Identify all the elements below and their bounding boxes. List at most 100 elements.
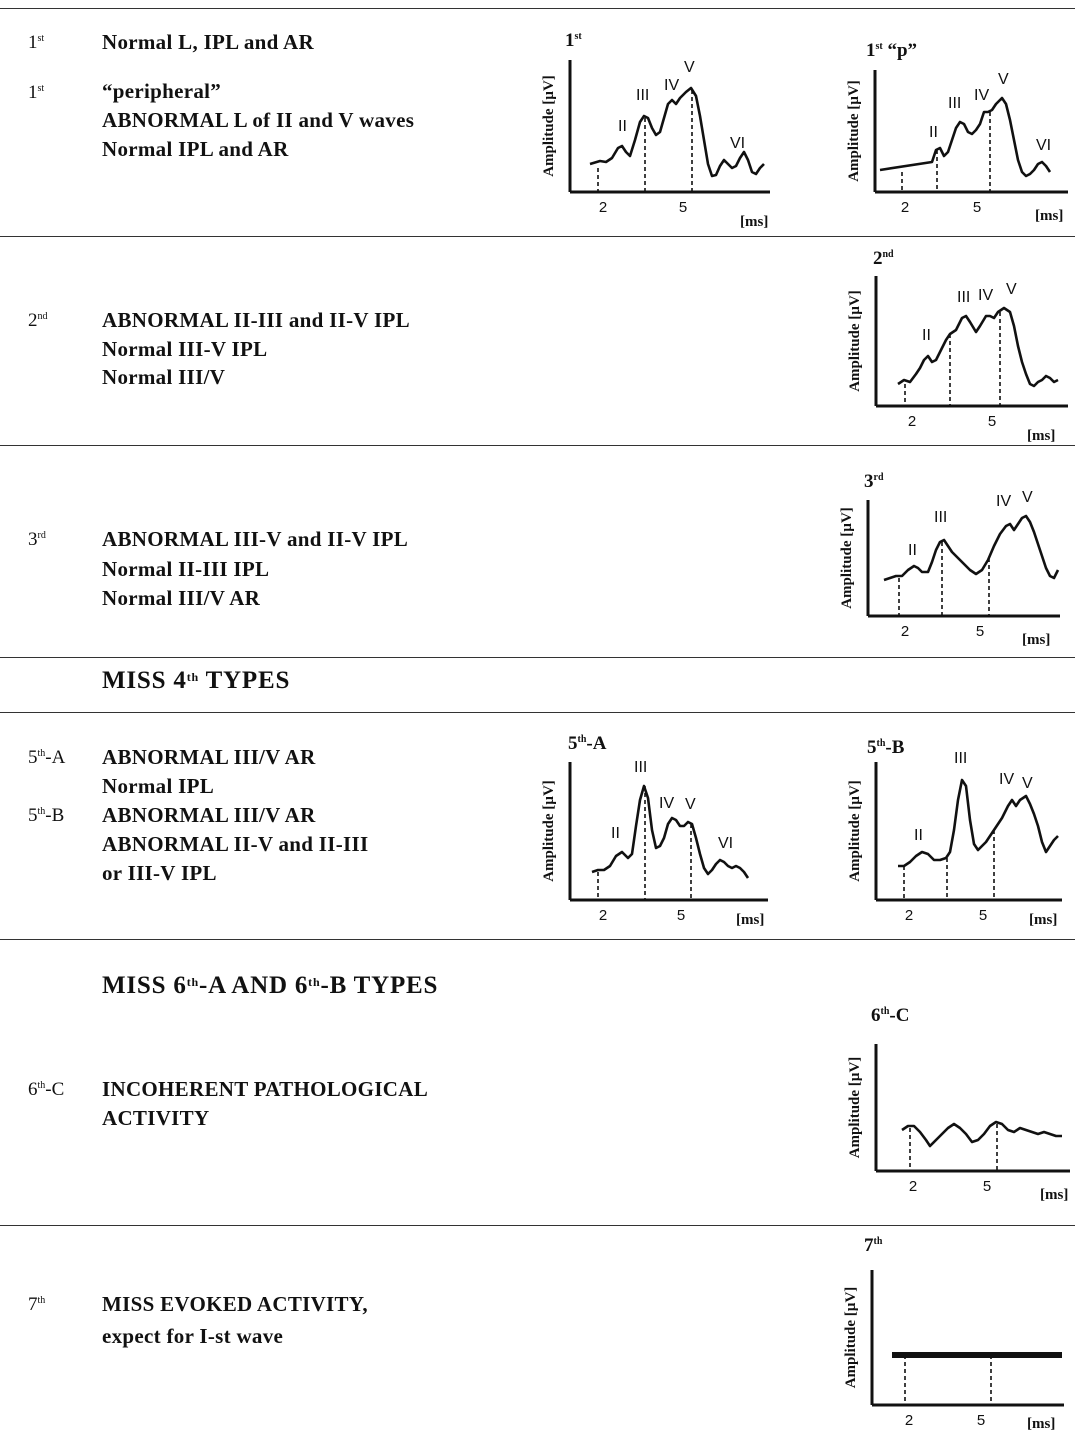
waveform-trace (897, 306, 1059, 388)
wave-peak-label: II (914, 827, 923, 844)
x-tick-label: 5 (983, 1178, 991, 1195)
wave-peak-label: VI (1036, 137, 1051, 154)
x-tick-label: 5 (679, 199, 687, 216)
wave-peak-label: VI (730, 135, 745, 152)
waveform-trace (591, 784, 750, 879)
x-tick-label: 2 (905, 907, 913, 924)
wave-peak-label: V (1006, 281, 1017, 298)
chart-title: 1st (565, 30, 582, 51)
wave-peak-label: V (685, 796, 696, 813)
type-description: ABNORMAL L of II and V waves (102, 108, 415, 132)
type-description: Normal II-III IPL (102, 557, 270, 581)
wave-peak-label: V (998, 71, 1009, 88)
x-unit-label: [ms] (1035, 208, 1063, 224)
x-unit-label: [ms] (1029, 912, 1057, 928)
type-code: 3rd (28, 529, 46, 550)
missing-types-heading: MISS 4th TYPES (102, 667, 291, 694)
wave-peak-label: IV (996, 493, 1011, 510)
wave-peak-label: V (1022, 775, 1033, 792)
wave-peak-label: IV (974, 87, 989, 104)
type-code: 5th-A (28, 747, 66, 768)
type-description: ABNORMAL II-V and II-III (102, 832, 369, 856)
chart-title: 6th-C (871, 1005, 910, 1026)
waveform-trace (901, 1120, 1062, 1148)
type-code: 1st (28, 32, 45, 53)
x-tick-label: 2 (901, 623, 909, 640)
wave-peak-label: II (922, 327, 931, 344)
y-axis-label: Amplitude [µV] (847, 1057, 863, 1159)
x-tick-label: 2 (905, 1412, 913, 1429)
chart-title: 1st “p” (866, 40, 918, 61)
type-description: Normal IPL (102, 774, 215, 798)
row-divider (0, 1225, 1075, 1226)
type-description: expect for I-st wave (102, 1324, 284, 1348)
chart-title: 5th-A (568, 733, 607, 754)
wave-peak-label: IV (664, 77, 679, 94)
wave-peak-label: V (684, 59, 695, 76)
row-divider (0, 445, 1075, 446)
wave-peak-label: VI (718, 835, 733, 852)
x-unit-label: [ms] (1027, 428, 1055, 444)
type-description: Normal III/V AR (102, 586, 261, 610)
type-description: ABNORMAL II-III and II-V IPL (102, 308, 410, 332)
row-divider (0, 236, 1075, 237)
wave-peak-label: III (954, 750, 967, 767)
x-tick-label: 5 (677, 907, 685, 924)
y-axis-label: Amplitude [µV] (847, 780, 863, 882)
top-border (0, 8, 1075, 9)
x-tick-label: 2 (908, 413, 916, 430)
x-tick-label: 5 (988, 413, 996, 430)
x-tick-label: 5 (973, 199, 981, 216)
wave-peak-label: II (929, 124, 938, 141)
waveform-trace (879, 96, 1052, 178)
type-description: or III-V IPL (102, 861, 217, 885)
type-description: Normal III-V IPL (102, 337, 268, 361)
type-code: 1st (28, 82, 45, 103)
wave-peak-label: II (908, 542, 917, 559)
type-description: INCOHERENT PATHOLOGICAL (102, 1077, 429, 1101)
y-axis-label: Amplitude [µV] (541, 780, 557, 882)
chart-title: 3rd (864, 471, 884, 492)
wave-peak-label: IV (659, 795, 674, 812)
type-description: ABNORMAL III-V and II-V IPL (102, 527, 409, 551)
y-axis-label: Amplitude [µV] (843, 1287, 859, 1389)
missing-types-heading: MISS 6th-A AND 6th-B TYPES (102, 972, 439, 999)
x-tick-label: 2 (901, 199, 909, 216)
type-description: Normal L, IPL and AR (102, 30, 314, 54)
waveform-trace (898, 778, 1059, 868)
x-tick-label: 5 (979, 907, 987, 924)
row-divider (0, 657, 1075, 658)
type-description: “peripheral” (102, 79, 222, 103)
y-axis-label: Amplitude [µV] (839, 507, 855, 609)
row-divider (0, 712, 1075, 713)
y-axis-label: Amplitude [µV] (846, 80, 862, 182)
wave-peak-label: II (611, 825, 620, 842)
x-unit-label: [ms] (1040, 1187, 1068, 1203)
wave-peak-label: V (1022, 489, 1033, 506)
wave-peak-label: III (636, 87, 649, 104)
type-description: ABNORMAL III/V AR (102, 803, 316, 827)
x-unit-label: [ms] (1022, 632, 1050, 648)
wave-peak-label: IV (978, 287, 993, 304)
type-description: MISS EVOKED ACTIVITY, (102, 1292, 368, 1316)
x-unit-label: [ms] (736, 912, 764, 928)
waveform-trace (589, 86, 765, 178)
x-tick-label: 5 (977, 1412, 985, 1429)
x-unit-label: [ms] (1027, 1416, 1055, 1432)
chart-title: 5th-B (867, 737, 905, 758)
row-divider (0, 939, 1075, 940)
x-tick-label: 5 (976, 623, 984, 640)
waveform-trace (883, 514, 1060, 582)
x-tick-label: 2 (599, 199, 607, 216)
type-description: ABNORMAL III/V AR (102, 745, 316, 769)
type-code: 6th-C (28, 1079, 65, 1100)
type-code: 7th (28, 1294, 46, 1315)
chart-title: 2nd (873, 248, 894, 269)
wave-peak-label: III (934, 509, 947, 526)
chart-title: 7th (864, 1235, 883, 1256)
type-code: 5th-B (28, 805, 65, 826)
x-unit-label: [ms] (740, 214, 768, 230)
wave-peak-label: III (957, 289, 970, 306)
wave-peak-label: IV (999, 771, 1014, 788)
wave-peak-label: III (948, 95, 961, 112)
